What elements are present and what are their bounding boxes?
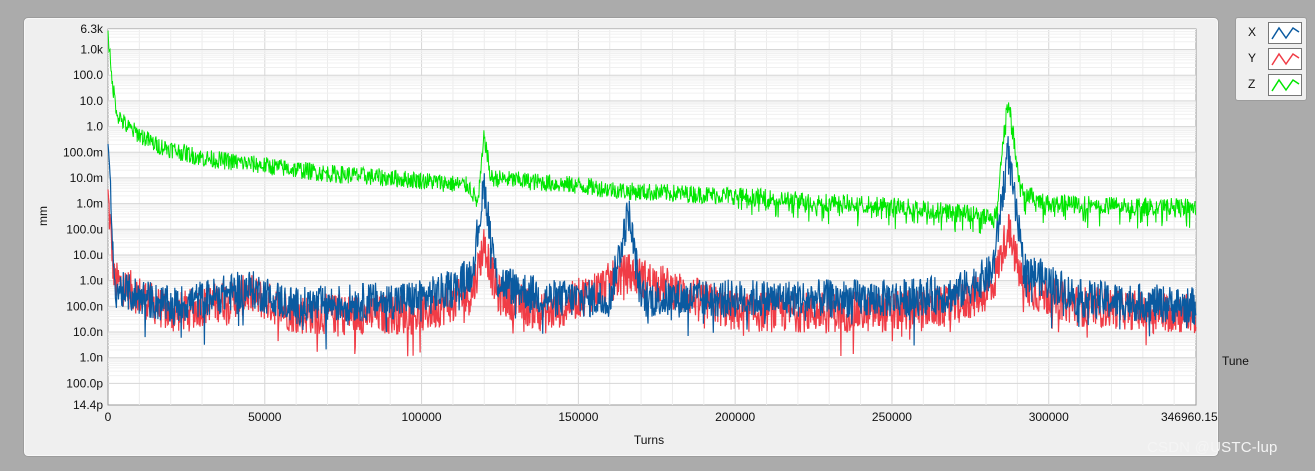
x-tick-label: 0 [105,410,112,424]
grid-layer [108,29,1196,405]
legend-swatch-z[interactable] [1268,74,1302,96]
y-tick-label: 1.0n [80,351,103,365]
y-tick-label: 1.0k [80,43,104,57]
y-tick-label: 100.0m [63,145,103,159]
x-tick-label: 346960.1517 [1161,410,1218,424]
legend-swatch-y[interactable] [1268,48,1302,70]
series-line-x [107,136,1197,350]
x-tick-label: 100000 [402,410,442,424]
y-tick-label: 100.0n [66,299,103,313]
legend-line-x-icon [1271,26,1300,40]
legend-label-x: X [1248,25,1257,39]
x-tick-label: 250000 [872,410,912,424]
watermark-text: CSDN @USTC-lup [1147,439,1278,456]
legend-item-x[interactable]: X [1236,21,1306,45]
y-tick-label: 10.0 [80,94,104,108]
x-tick-label: 300000 [1029,410,1069,424]
tune-label: Tune [1222,354,1249,368]
x-tick-label: 50000 [248,410,282,424]
legend-item-z[interactable]: Z [1236,73,1306,97]
legend-line-y-icon [1271,52,1300,66]
y-tick-label: 1.0u [80,274,103,288]
y-tick-label: 1.0 [86,120,103,134]
legend-line-z-icon [1271,78,1300,92]
y-tick-label: 14.4p [73,398,103,412]
plot-legend: X Y Z [1235,17,1307,101]
y-tick-label: 100.0u [66,222,103,236]
graph-frame: 6.3k 1.0k 100.0 10.0 1.0 100.0m 10.0m 1.0m 100.0… [23,17,1219,457]
x-axis-title: Turns [634,433,664,447]
y-tick-label: 100.0p [66,376,103,390]
tick-layer: 6.3k 1.0k 100.0 10.0 1.0 100.0m 10.0m 1.0m 100.0… [63,22,1218,424]
legend-label-z: Z [1248,77,1256,91]
legend-item-y[interactable]: Y [1236,47,1306,71]
legend-label-y: Y [1248,51,1257,65]
y-tick-label: 100.0 [73,68,103,82]
y-tick-label: 1.0m [76,197,103,211]
legend-swatch-x[interactable] [1268,22,1302,44]
x-tick-label: 150000 [558,410,598,424]
series-line-z [107,30,1197,234]
x-tick-label: 200000 [715,410,755,424]
y-axis-title: mm [36,206,50,226]
y-tick-label: 10.0m [70,171,103,185]
waveform-graph[interactable]: 6.3k 1.0k 100.0 10.0 1.0 100.0m 10.0m 1.0m 100.0… [24,18,1218,456]
y-tick-label: 6.3k [80,22,104,36]
series-layer [107,30,1197,357]
y-tick-label: 10.0n [73,325,103,339]
y-tick-label: 10.0u [73,248,103,262]
